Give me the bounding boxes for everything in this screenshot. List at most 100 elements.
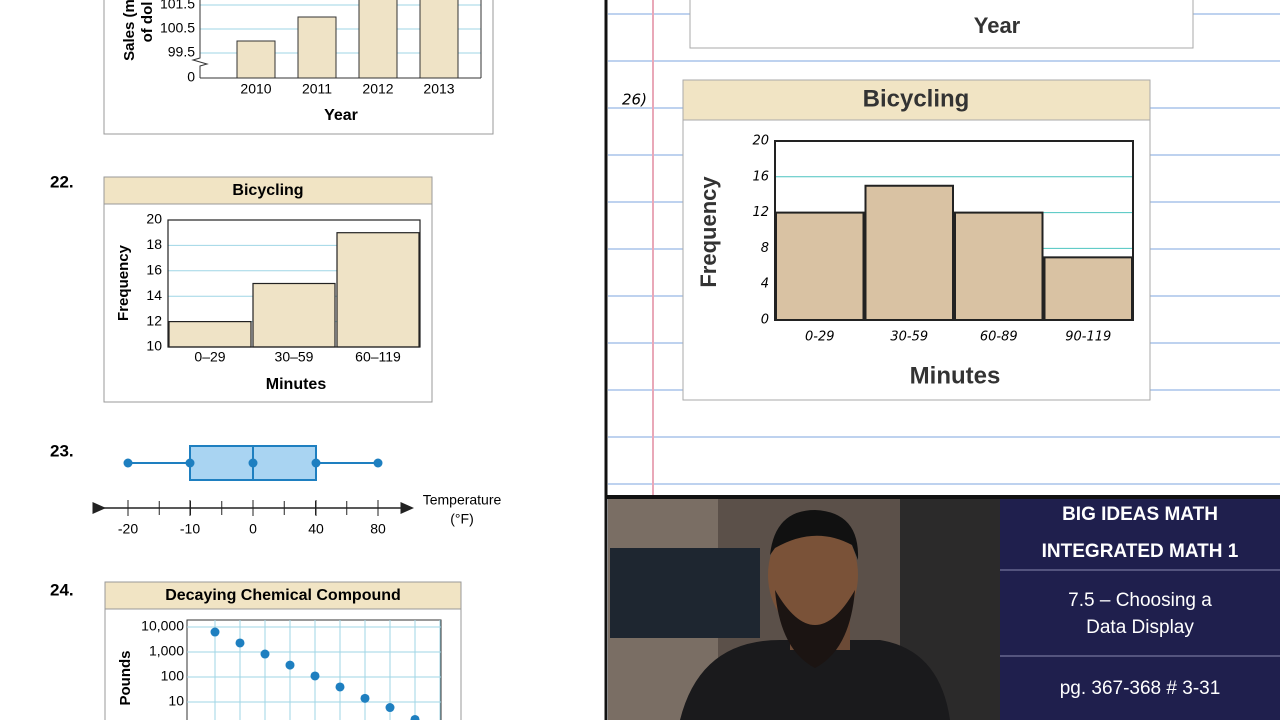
y-label: Sales (m <box>121 0 138 61</box>
box-point <box>185 458 195 468</box>
lesson: Data Display <box>1086 617 1194 638</box>
y-tick-label: 16 <box>752 169 769 184</box>
x-label: Year <box>974 13 1021 38</box>
person-body <box>680 640 950 720</box>
y-tick-label: 99.5 <box>168 44 195 60</box>
problem-number: 22. <box>50 172 74 191</box>
chart-title: Bicycling <box>232 182 303 199</box>
axis-label: Temperature <box>423 492 502 508</box>
chart-frame <box>689 0 1194 49</box>
y-tick-label: 12 <box>146 312 162 328</box>
y-tick-label: 18 <box>146 236 162 252</box>
plot-frame <box>186 619 442 720</box>
person-head <box>768 517 858 633</box>
lesson: 7.5 – Choosing a <box>1068 590 1212 611</box>
bar <box>1043 256 1133 322</box>
assignment: pg. 367-368 # 3-31 <box>1060 678 1221 699</box>
y-label: Pounds <box>117 651 134 706</box>
y-label: of dol <box>139 2 156 43</box>
problem-number: 23. <box>50 441 74 460</box>
x-tick-label: 0–29 <box>194 349 225 365</box>
y-label: Frequency <box>696 176 721 288</box>
y-tick-label: 12 <box>752 205 769 220</box>
x-tick-label: 30-59 <box>890 330 928 345</box>
box-point <box>123 458 133 468</box>
y-tick-label: 20 <box>146 211 162 227</box>
title-band <box>682 79 1151 121</box>
box-point <box>248 458 258 468</box>
x-tick-label: 0-29 <box>805 330 835 345</box>
x-tick-label: 2010 <box>240 81 271 97</box>
y-tick-label: 1,000 <box>149 643 184 659</box>
y-tick-label: 0 <box>761 313 769 328</box>
webcam-view <box>608 499 1000 720</box>
problem-number: 24. <box>50 580 74 599</box>
x-tick-label: 2011 <box>302 81 332 97</box>
data-point <box>285 660 295 670</box>
bar <box>336 232 420 348</box>
brand: BIG IDEAS MATH <box>1062 504 1218 525</box>
title-band <box>104 581 462 610</box>
divider <box>607 495 1280 499</box>
bar <box>168 321 252 348</box>
title-band <box>103 176 433 205</box>
bar <box>358 0 398 79</box>
panel-background <box>1000 499 1280 720</box>
notebook: Year 26) Bicycling Minutes Frequency 0 4 8… <box>608 0 1280 495</box>
course: INTEGRATED MATH 1 <box>1042 541 1239 562</box>
decay-chart: Decaying Chemical Compound Pounds 10,000… <box>104 581 462 720</box>
bar <box>236 40 276 79</box>
tick-label: 0 <box>249 521 257 537</box>
x-label: Year <box>324 107 358 124</box>
chart-title: Decaying Chemical Compound <box>165 587 401 604</box>
y-tick-label: 4 <box>761 277 769 292</box>
y-tick-label: 14 <box>146 287 162 303</box>
sales-chart: Sales (m of dol Year 0 99.5 100.5 101.5 2010… <box>103 0 494 135</box>
y-tick-label: 101.5 <box>160 0 195 12</box>
tick-label: -20 <box>118 521 138 537</box>
data-point <box>360 693 370 703</box>
bar <box>419 0 459 79</box>
data-point <box>310 671 320 681</box>
tick-label: 80 <box>370 521 386 537</box>
x-tick-label: 90-119 <box>1065 330 1111 345</box>
tick-label: -10 <box>180 521 200 537</box>
y-tick-label: 100.5 <box>160 20 195 36</box>
y-tick-label: 0 <box>187 69 195 85</box>
y-tick-label: 8 <box>761 241 769 256</box>
data-point <box>235 638 245 648</box>
x-tick-label: 60–119 <box>355 349 401 365</box>
y-tick-label: 10 <box>168 693 184 709</box>
y-tick-label: 100 <box>161 668 185 684</box>
x-tick-label: 30–59 <box>275 349 314 365</box>
x-tick-label: 2012 <box>362 81 393 97</box>
tv-screen <box>610 548 760 638</box>
bar <box>252 282 336 348</box>
box-point <box>373 458 383 468</box>
bar <box>864 184 954 321</box>
tick-label: 40 <box>308 521 324 537</box>
y-label: Frequency <box>115 244 132 321</box>
x-tick-label: 2013 <box>423 81 454 97</box>
person-beard <box>775 590 855 668</box>
data-point <box>385 703 395 713</box>
x-tick-label: 60-89 <box>980 330 1018 345</box>
plot-frame <box>167 219 421 348</box>
bicycling-chart: Bicycling Minutes Frequency 10 12 14 16 18 20… <box>103 176 433 403</box>
box-plot: Temperature (°F) -20 -10 0 40 80 <box>92 445 502 537</box>
plot-frame <box>774 140 1134 321</box>
axis-break <box>191 0 209 78</box>
y-tick-label: 20 <box>752 134 769 149</box>
y-tick-label: 16 <box>146 262 162 278</box>
chart-title: Bicycling <box>863 85 970 112</box>
bar <box>775 211 865 322</box>
y-tick-label: 10,000 <box>141 618 184 634</box>
bar <box>297 16 337 79</box>
bar <box>954 211 1044 322</box>
data-point <box>210 627 220 637</box>
x-label: Minutes <box>910 362 1001 389</box>
data-point <box>335 682 345 692</box>
person-hair <box>770 510 859 560</box>
